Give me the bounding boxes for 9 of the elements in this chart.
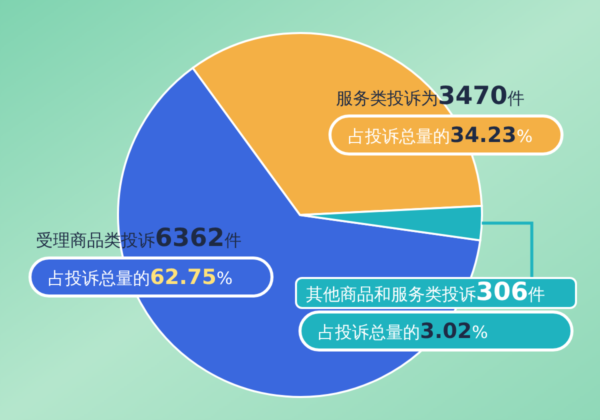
slice-label: 受理商品类投诉: [36, 231, 155, 251]
slice-label: 服务类投诉为: [336, 89, 438, 109]
text: 占投诉总量的3.02%: [318, 319, 488, 343]
text: 占投诉总量的34.23%: [348, 123, 533, 147]
data-label: 306件: [476, 277, 546, 306]
data-label: 3470件: [438, 81, 525, 110]
slice-label: 其他商品和服务类投诉: [306, 285, 476, 305]
text: 占投诉总量的62.75%: [48, 265, 233, 289]
data-label: 6362件: [155, 223, 242, 252]
